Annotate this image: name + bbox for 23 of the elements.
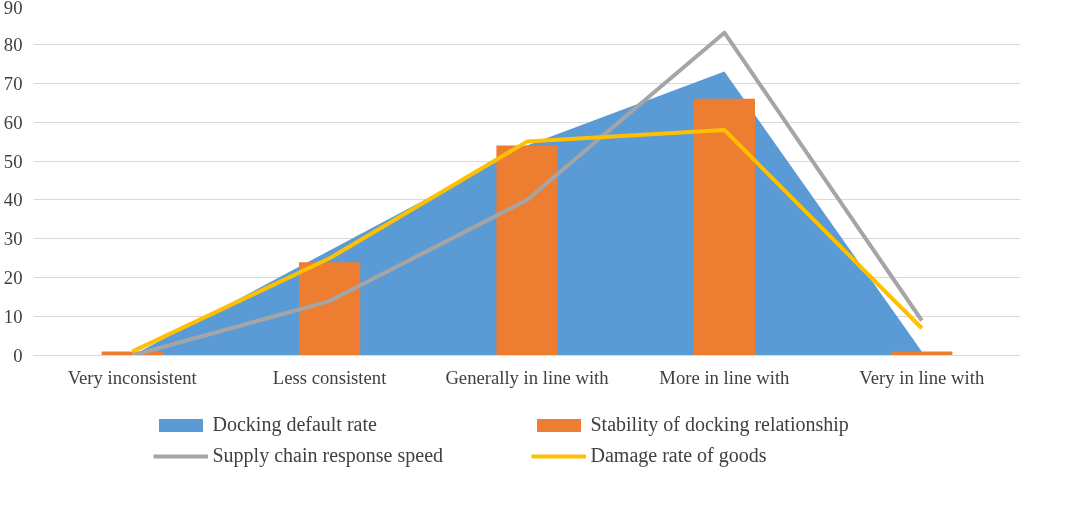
y-tick-label: 60: [3, 111, 23, 133]
y-tick-label: 0: [13, 345, 23, 366]
y-tick-label: 40: [3, 189, 23, 211]
y-tick-label: 80: [3, 33, 23, 55]
bar: [693, 98, 755, 356]
y-tick-label: 50: [3, 150, 23, 172]
y-tick-label: 70: [3, 72, 23, 94]
bar: [496, 145, 558, 356]
x-tick-label: Very inconsistent: [67, 366, 198, 388]
y-tick-label: 20: [3, 267, 23, 289]
y-tick-label: 30: [3, 228, 23, 250]
legend-label: Supply chain response speed: [212, 444, 444, 467]
bar: [299, 262, 361, 356]
x-tick-label: More in line with: [659, 366, 791, 388]
legend-label: Docking default rate: [212, 413, 378, 436]
legend-label: Stability of docking relationship: [590, 413, 850, 436]
x-tick-label: Very in line with: [859, 366, 985, 388]
y-tick-label: 10: [3, 306, 23, 328]
line-series: [130, 127, 924, 354]
y-tick-label: 90: [3, 0, 23, 18]
x-tick-label: Less consistent: [272, 366, 388, 388]
legend-label: Damage rate of goods: [590, 444, 768, 467]
x-tick-label: Generally in line with: [445, 366, 610, 388]
